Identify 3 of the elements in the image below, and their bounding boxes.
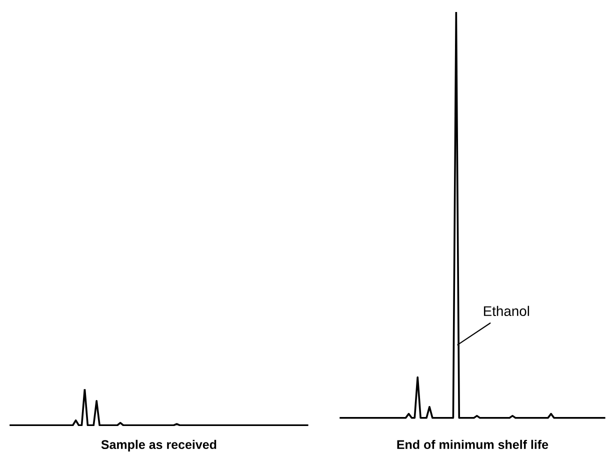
- x-axis-title: End of minimum shelf life: [397, 440, 548, 450]
- annotation: Ethanol: [484, 306, 530, 316]
- x-axis-title: Sample as received: [101, 440, 216, 452]
